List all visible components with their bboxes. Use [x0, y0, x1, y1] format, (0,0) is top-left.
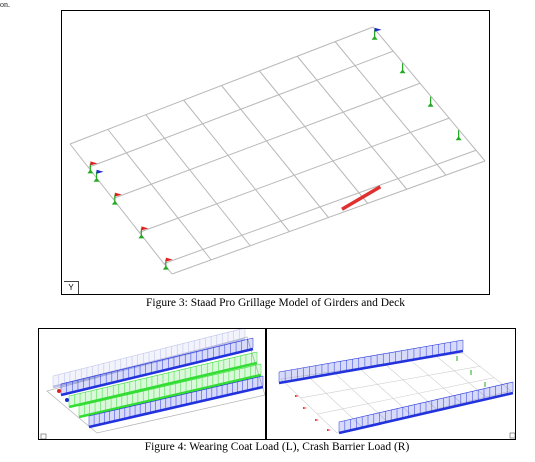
cb-load-line-1-beam	[278, 349, 464, 385]
cb-grid-transverse-line	[462, 352, 512, 392]
wc-load-line-5-beam	[88, 385, 264, 429]
figure-4-caption: Figure 4: Wearing Coat Load (L), Crash B…	[144, 441, 410, 453]
cb-support-flag-1	[303, 407, 307, 409]
grid-longitudinal-line	[163, 149, 477, 265]
wc-axis-indicator	[40, 433, 47, 439]
left-support-3-base	[162, 265, 169, 270]
cb-load-line-2-beam	[338, 391, 514, 435]
grid-longitudinal-line	[69, 26, 374, 145]
figure-3-grillage-view: Y	[61, 10, 490, 295]
right-support-3-base	[455, 136, 462, 141]
wc-load-line-4-top-line	[78, 363, 262, 407]
left-support-1-base	[111, 200, 118, 205]
right-support-0-flag	[374, 27, 382, 32]
grid-transverse-line	[258, 70, 369, 204]
grid-transverse-line	[372, 26, 486, 162]
right-support-0-base	[371, 35, 378, 40]
grid-transverse-line	[183, 99, 290, 232]
cb-grid-longitudinal-line	[317, 377, 495, 415]
grid-transverse-line	[145, 114, 251, 247]
cb-grid-transverse-line	[306, 375, 363, 428]
cb-support-flag-3	[327, 429, 331, 431]
wc-load-line-4-beam	[78, 373, 262, 419]
grid-transverse-line	[69, 143, 173, 275]
left-support-top-base	[93, 177, 100, 182]
wc-load-line-3-top-line	[68, 351, 258, 397]
cb-grid-longitudinal-line	[300, 366, 480, 399]
grid-transverse-line	[296, 55, 408, 190]
wc-support-marker	[57, 389, 61, 393]
grid-transverse-line	[334, 41, 447, 176]
left-support-1-flag	[114, 192, 122, 197]
wc-support-marker	[65, 398, 69, 402]
wearing-coat-load-view	[38, 328, 266, 440]
cb-grid-transverse-line	[280, 378, 338, 434]
axis-indicator: Y	[64, 281, 79, 294]
crash-barrier-load-view	[266, 328, 516, 440]
left-support-3-flag	[165, 257, 173, 262]
cb-grid-transverse-line	[332, 371, 387, 422]
cb-load-line-1-top-line	[278, 339, 464, 373]
grid-longitudinal-line	[88, 50, 394, 168]
cb-support-flag-2	[315, 419, 319, 421]
axis-label: Y	[68, 283, 74, 292]
left-support-0-flag	[90, 161, 98, 166]
left-support-2-flag	[141, 226, 149, 231]
wc-load-line-2-top-line	[60, 337, 254, 385]
cb-load-line-2-top-line	[338, 381, 514, 423]
grid-longitudinal-line	[139, 117, 450, 233]
grid-longitudinal-line	[171, 160, 486, 275]
crash-barrier-load-drawing	[278, 339, 515, 439]
grid-transverse-line	[221, 85, 329, 218]
grid-longitudinal-line	[112, 82, 421, 200]
right-support-1-base	[399, 69, 406, 74]
wc-load-line-1-top-line	[52, 329, 243, 377]
wearing-coat-load-drawing	[40, 329, 265, 439]
cb-axis-indicator	[509, 432, 515, 439]
left-support-0-base	[87, 169, 94, 174]
grillage-model-drawing	[69, 26, 486, 275]
grid-transverse-line	[107, 129, 212, 261]
left-support-2-base	[138, 234, 145, 239]
figure-3-caption: Figure 3: Staad Pro Grillage Model of Gi…	[145, 297, 405, 309]
wc-load-line-5-top-line	[88, 375, 264, 417]
wc-load-line-3-beam	[68, 361, 258, 409]
wc-load-line-2-beam	[60, 347, 254, 397]
cb-support-flag-0	[295, 395, 299, 397]
page-fragment-text: on.	[0, 0, 10, 9]
highlighted-member	[341, 185, 382, 211]
right-support-2-base	[427, 102, 434, 107]
left-support-top-flag	[96, 169, 104, 174]
